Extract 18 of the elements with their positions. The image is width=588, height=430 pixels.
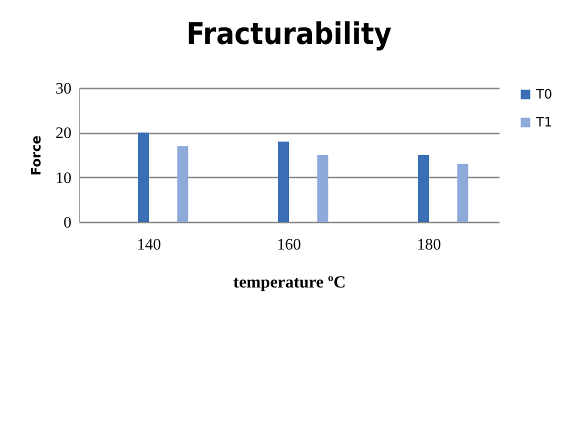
bar	[418, 155, 429, 222]
x-tick-label: 160	[277, 236, 301, 254]
x-axis-title: temperature ºC	[233, 272, 346, 292]
chart-title: Fracturability	[186, 17, 392, 52]
x-tick-label: 180	[417, 236, 441, 254]
bar	[138, 132, 149, 222]
bar	[278, 142, 289, 222]
x-tick-label: 140	[137, 236, 161, 254]
y-tick-label: 10	[56, 170, 72, 187]
y-tick-label: 30	[56, 80, 72, 98]
y-axis-title: Force	[30, 135, 44, 176]
bar	[457, 164, 468, 222]
bar	[177, 146, 188, 222]
legend-label: T1	[535, 116, 552, 130]
legend-label: T0	[535, 88, 552, 102]
bar	[317, 155, 328, 222]
y-tick-label: 20	[56, 125, 72, 142]
y-tick-label: 0	[64, 214, 72, 232]
